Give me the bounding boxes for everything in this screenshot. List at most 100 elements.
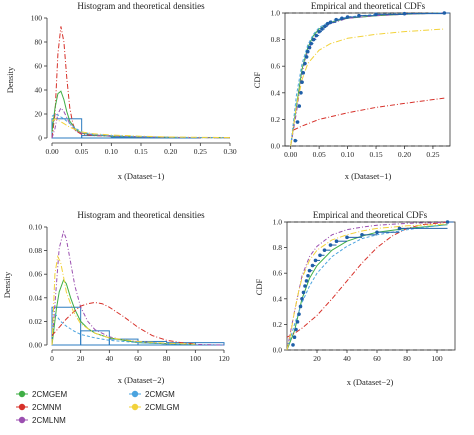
y-tick-label-cdf1: 0.2 <box>271 115 281 124</box>
y-tick-label-hist2: 0.06 <box>29 270 42 279</box>
panel-title-cdf2: Empirical and theoretical CDFs <box>313 210 428 220</box>
y-tick-label-cdf2: 0.0 <box>273 346 283 355</box>
ecdf-point-cdf1 <box>299 91 303 95</box>
x-tick-label-hist1: 0.10 <box>105 147 118 156</box>
ecdf-point-cdf2 <box>296 320 300 324</box>
y-tick-label-cdf2: 0.4 <box>273 294 283 303</box>
panel-title-cdf1: Empirical and theoretical CDFs <box>311 1 426 11</box>
ecdf-point-cdf1 <box>317 30 321 34</box>
legend-marker-2cmgm <box>132 391 138 397</box>
x-tick-label-hist1: 0.05 <box>75 147 88 156</box>
ecdf-point-cdf1 <box>374 13 378 17</box>
ecdf-point-cdf1 <box>329 21 333 25</box>
ecdf-point-cdf2 <box>375 230 379 234</box>
ecdf-point-cdf1 <box>305 55 309 59</box>
legend-marker-2cmnm <box>19 404 25 410</box>
ecdf-point-cdf1 <box>300 80 304 84</box>
x-tick-label-cdf2: 60 <box>373 354 381 363</box>
ecdf-point-cdf2 <box>297 312 301 316</box>
y-tick-label-hist2: 0.02 <box>29 317 42 326</box>
x-tick-label-hist2: 0 <box>50 354 54 363</box>
legend-label-2cmgm: 2CMGM <box>145 390 175 399</box>
x-tick-label-cdf2: 40 <box>343 354 351 363</box>
ecdf-point-cdf1 <box>309 42 313 46</box>
ecdf-point-cdf1 <box>297 104 301 108</box>
ecdf-point-cdf1 <box>303 62 307 66</box>
y-tick-label-hist1: 0 <box>38 134 42 143</box>
xlabel-hist1: x (Dataset−1) <box>118 171 165 181</box>
x-tick-label-cdf1: 0.05 <box>313 150 326 159</box>
x-tick-label-hist1: 0.30 <box>223 147 236 156</box>
y-tick-label-cdf1: 1.0 <box>271 9 281 18</box>
y-tick-label-hist2: 0.00 <box>29 341 42 350</box>
x-tick-label-hist2: 20 <box>77 354 85 363</box>
ylabel-hist1: Density <box>5 66 15 93</box>
ecdf-point-cdf1 <box>340 17 344 21</box>
ecdf-point-cdf2 <box>311 264 315 268</box>
ylabel-cdf2: CDF <box>254 278 264 295</box>
ecdf-point-cdf2 <box>291 343 295 347</box>
ecdf-point-cdf2 <box>300 297 304 301</box>
y-tick-label-cdf2: 1.0 <box>273 218 283 227</box>
ecdf-point-cdf1 <box>320 27 324 31</box>
x-tick-label-hist2: 40 <box>106 354 114 363</box>
ecdf-point-cdf1 <box>296 120 300 124</box>
legend-label-2cmgem: 2CMGEM <box>32 390 67 399</box>
y-tick-label-hist2: 0.08 <box>29 246 42 255</box>
x-tick-label-hist2: 100 <box>190 354 202 363</box>
ecdf-point-cdf2 <box>303 284 307 288</box>
y-tick-label-cdf1: 0.4 <box>271 88 281 97</box>
y-tick-label-cdf2: 0.6 <box>273 269 283 278</box>
ecdf-point-cdf2 <box>302 291 306 295</box>
ylabel-hist2: Density <box>2 271 12 298</box>
x-tick-label-hist1: 0.15 <box>134 147 147 156</box>
ecdf-point-cdf1 <box>306 50 310 54</box>
ecdf-point-cdf1 <box>312 38 316 42</box>
ecdf-point-cdf1 <box>323 25 327 29</box>
ecdf-point-cdf2 <box>446 220 450 224</box>
y-tick-label-cdf1: 0.8 <box>271 35 281 44</box>
ecdf-point-cdf1 <box>308 46 312 50</box>
ecdf-point-cdf2 <box>323 248 327 252</box>
y-tick-label-hist1: 100 <box>31 14 43 23</box>
ecdf-point-cdf2 <box>294 328 298 332</box>
ecdf-point-cdf2 <box>335 239 339 243</box>
x-tick-label-cdf2: 80 <box>403 354 411 363</box>
y-tick-label-hist2: 0.04 <box>29 293 42 302</box>
legend-marker-2cmlgm <box>132 404 138 410</box>
x-tick-label-cdf1: 0.10 <box>341 150 354 159</box>
ecdf-point-cdf1 <box>334 18 338 22</box>
panel-title-hist2: Histogram and theoretical densities <box>77 210 205 220</box>
ecdf-point-cdf2 <box>308 269 312 273</box>
y-tick-label-cdf2: 0.2 <box>273 320 283 329</box>
ecdf-point-cdf2 <box>398 227 402 231</box>
legend-label-2cmlgm: 2CMLGM <box>145 403 180 412</box>
y-tick-label-hist1: 40 <box>35 86 43 95</box>
x-tick-label-hist2: 120 <box>218 354 230 363</box>
ecdf-point-cdf2 <box>318 253 322 257</box>
xlabel-cdf2: x (Dataset−2) <box>347 377 394 387</box>
legend-label-2cmnm: 2CMNM <box>32 403 62 412</box>
x-tick-label-hist2: 60 <box>134 354 142 363</box>
xlabel-hist2: x (Dataset−2) <box>118 375 165 385</box>
x-tick-label-cdf1: 0.00 <box>284 150 297 159</box>
y-tick-label-hist1: 80 <box>35 38 43 47</box>
x-tick-label-cdf1: 0.25 <box>426 150 439 159</box>
y-tick-label-hist2: 0.10 <box>29 223 42 232</box>
legend-marker-2cmlnm <box>19 417 25 423</box>
x-tick-label-hist1: 0.20 <box>164 147 177 156</box>
ecdf-point-cdf2 <box>345 236 349 240</box>
x-tick-label-cdf1: 0.20 <box>398 150 411 159</box>
ecdf-point-cdf1 <box>314 34 318 38</box>
xlabel-cdf1: x (Dataset−1) <box>345 171 392 181</box>
y-tick-label-cdf1: 0.0 <box>271 142 281 151</box>
ecdf-point-cdf2 <box>329 243 333 247</box>
ecdf-point-cdf2 <box>314 259 318 263</box>
x-tick-label-hist1: 0.25 <box>194 147 207 156</box>
legend-marker-2cmgem <box>19 391 25 397</box>
ecdf-point-cdf1 <box>357 14 361 18</box>
ecdf-point-cdf1 <box>403 12 407 16</box>
ecdf-point-cdf2 <box>299 305 303 309</box>
y-tick-label-cdf1: 0.6 <box>271 62 281 71</box>
